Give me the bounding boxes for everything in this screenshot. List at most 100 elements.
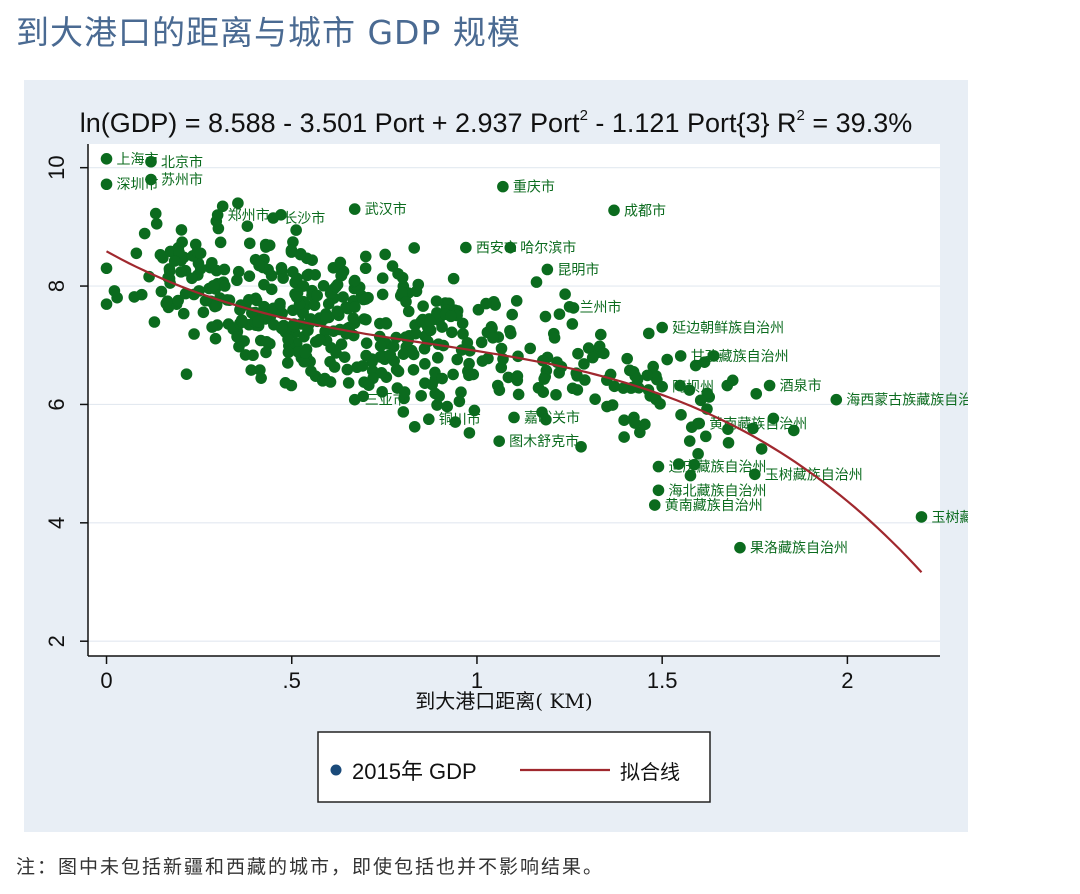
scatter-point [320, 312, 332, 324]
chart-title-superscript-1: 2 [580, 107, 588, 124]
scatter-point [308, 299, 321, 312]
scatter-point [214, 236, 227, 249]
scatter-point [763, 379, 776, 392]
scatter-point [100, 152, 113, 165]
scatter-point [275, 262, 288, 274]
scatter-point [304, 313, 317, 325]
scatter-point [495, 342, 508, 355]
scatter-point [359, 262, 372, 275]
scatter-point [100, 178, 113, 191]
scatter-point [252, 315, 264, 328]
scatter-point [285, 244, 298, 256]
scatter-point [231, 274, 243, 287]
scatter-point [235, 314, 248, 326]
scatter-point [455, 386, 467, 399]
scatter-point [436, 321, 448, 333]
scatter-point [341, 363, 354, 376]
y-tick-label: 4 [44, 517, 69, 529]
scatter-point [506, 308, 518, 321]
scatter-point [175, 266, 187, 278]
scatter-point [145, 155, 157, 168]
point-label: 长沙市 [283, 210, 325, 227]
scatter-point [376, 272, 389, 284]
scatter-point [578, 358, 590, 370]
scatter-point [419, 377, 431, 389]
scatter-point [447, 368, 459, 381]
scatter-point [618, 414, 630, 427]
scatter-point [623, 364, 636, 377]
scatter-point [408, 242, 420, 254]
scatter-point [674, 350, 687, 362]
x-tick-label: 2 [841, 668, 853, 693]
scatter-point [209, 332, 222, 345]
scatter-point [338, 351, 351, 363]
scatter-point [656, 321, 668, 334]
scatter-point [135, 288, 148, 301]
scatter-point [688, 458, 701, 471]
scatter-point [424, 315, 437, 328]
scatter-point [530, 276, 543, 288]
scatter-point [265, 283, 278, 296]
scatter-point [641, 369, 654, 382]
scatter-point [194, 262, 207, 275]
scatter-point [154, 249, 167, 261]
scatter-point [260, 241, 272, 253]
chart-title-main: ln(GDP) = 8.588 - 3.501 Port + 2.937 Por… [80, 108, 580, 138]
scatter-point [675, 409, 687, 421]
scatter-point [652, 460, 665, 473]
point-label: 重庆市 [513, 179, 555, 196]
y-tick-label: 10 [44, 155, 69, 179]
scatter-point [247, 349, 259, 362]
scatter-point [138, 227, 151, 240]
point-label: 哈尔滨市 [520, 240, 576, 257]
scatter-point [243, 270, 256, 282]
scatter-point [206, 256, 218, 269]
scatter-point [164, 245, 177, 258]
scatter-point [468, 404, 481, 417]
scatter-point [693, 417, 706, 430]
scatter-point [656, 380, 668, 393]
scatter-point [538, 373, 550, 385]
scatter-point [145, 173, 157, 186]
scatter-point [360, 313, 372, 326]
scatter-point [606, 399, 619, 411]
scatter-point [748, 468, 761, 481]
scatter-point [380, 317, 393, 330]
chart-title-mid: - 1.121 Port{3} R [588, 108, 797, 138]
scatter-point [359, 250, 372, 263]
scatter-point [548, 332, 561, 344]
scatter-point [241, 220, 254, 232]
scatter-point [386, 260, 399, 272]
point-label: 三亚市 [365, 392, 407, 409]
chart-canvas: ln(GDP) = 8.588 - 3.501 Port + 2.937 Por… [44, 107, 968, 803]
scatter-point [787, 424, 800, 437]
scatter-point [689, 359, 702, 372]
scatter-point [431, 306, 443, 319]
scatter-point [572, 347, 584, 360]
x-tick-label: 1.5 [647, 668, 678, 693]
point-label: 甘孜藏族自治州 [691, 349, 789, 365]
scatter-point [433, 390, 445, 403]
scatter-point [423, 413, 435, 426]
scatter-point [155, 285, 168, 298]
point-label: 昆明市 [557, 261, 599, 278]
point-label: 黄南藏族自治州 [665, 497, 763, 514]
scatter-point [694, 394, 707, 407]
point-label: 海西蒙古族藏族自治州 [846, 393, 968, 409]
scatter-point [282, 333, 294, 346]
scatter-point [100, 298, 113, 310]
point-label: 迪庆藏族自治州 [668, 460, 766, 476]
scatter-point [449, 416, 462, 428]
scatter-point [652, 484, 665, 497]
x-tick-label: 0 [100, 668, 112, 693]
scatter-point [210, 299, 223, 311]
scatter-point [407, 348, 420, 361]
scatter-point [400, 295, 412, 308]
scatter-point [642, 327, 655, 340]
scatter-point [648, 499, 661, 511]
scatter-point [504, 324, 516, 337]
scatter-point [299, 346, 312, 359]
scatter-point [431, 351, 444, 364]
scatter-point [397, 406, 410, 418]
scatter-point [683, 384, 696, 396]
